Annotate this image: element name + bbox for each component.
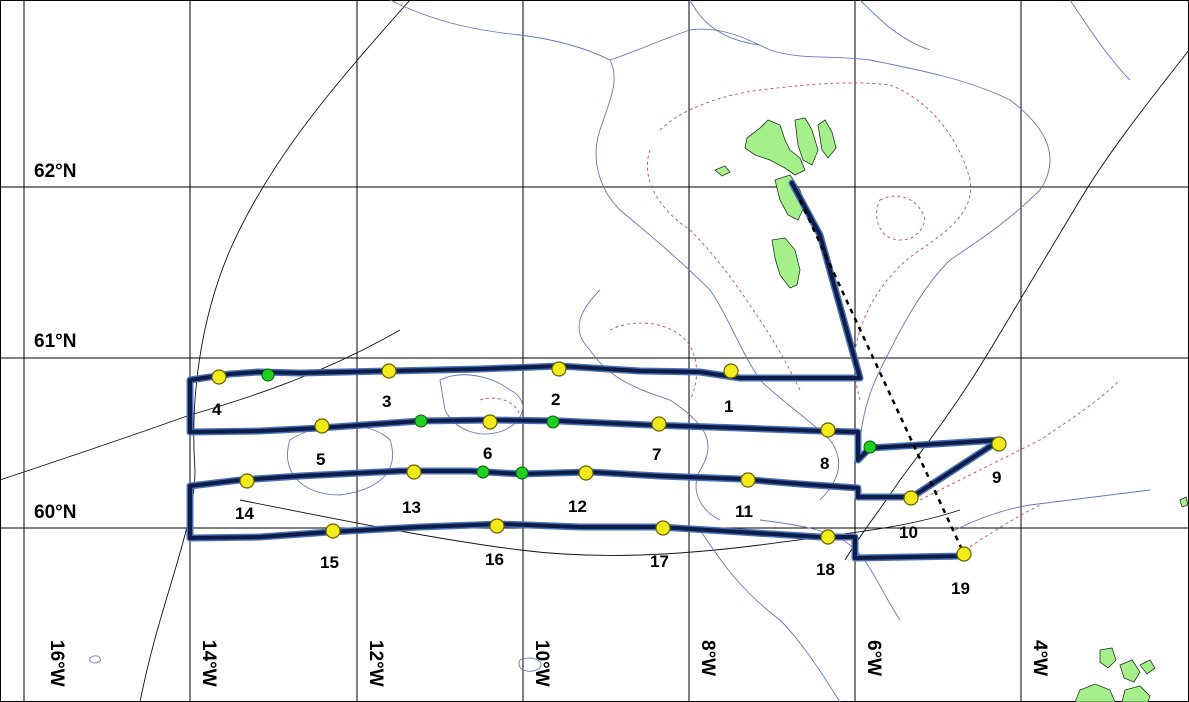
longitude-label-10w: 10°W [531,640,552,687]
longitude-label-14w: 14°W [198,640,219,687]
station-label: 12 [568,497,587,516]
station-marker [655,520,671,536]
longitude-label-8w: 8°W [697,640,718,676]
station-marker [239,473,255,489]
station-label: 11 [735,502,753,521]
station-label: 16 [485,550,504,569]
longitude-label-4w: 4°W [1029,640,1050,676]
longitude-label-12w: 12°W [365,640,386,687]
longitude-label-6w: 6°W [863,640,884,676]
station-marker [723,363,739,379]
green-marker [515,466,529,480]
dashed-isobaths [479,82,1121,561]
station-label: 9 [992,468,1001,487]
longitude-labels: 16°W 14°W 12°W 10°W 8°W 6°W 4°W [46,640,1050,687]
green-marker [476,465,490,479]
station-labels: 1 2 3 4 5 6 7 8 9 10 11 12 13 14 15 16 1… [212,390,1001,598]
green-marker [546,415,560,429]
latitude-label-61n: 61°N [34,331,76,352]
station-marker [651,416,667,432]
station-marker [551,361,567,377]
station-label: 19 [951,579,970,598]
station-marker [482,414,498,430]
station-label: 18 [816,560,835,579]
longitude-label-16w: 16°W [46,640,67,687]
station-label: 14 [235,504,254,523]
station-marker [578,465,594,481]
station-label: 7 [652,445,661,464]
station-marker [991,436,1007,452]
station-marker [820,529,836,545]
station-label: 1 [724,397,733,416]
latitude-label-60n: 60°N [34,502,76,523]
faroe-islands [714,117,837,289]
station-marker [820,422,836,438]
shetland-islands [1074,496,1189,702]
latitude-label-62n: 62°N [34,161,76,182]
station-markers [211,361,1007,562]
station-label: 15 [320,553,339,572]
station-marker [406,464,422,480]
latitude-labels: 62°N 61°N 60°N [34,161,76,523]
station-marker [211,369,227,385]
station-label: 3 [382,392,391,411]
green-marker [414,414,428,428]
extra-markers [261,368,877,480]
station-marker [956,546,972,562]
station-label: 17 [650,552,669,571]
station-label: 10 [899,523,918,542]
station-label: 5 [316,450,325,469]
green-marker [261,368,275,382]
station-label: 8 [820,454,829,473]
station-marker [903,490,919,506]
green-marker [863,440,877,454]
station-label: 4 [212,400,222,419]
station-marker [325,523,341,539]
station-marker [489,518,505,534]
station-marker [740,472,756,488]
station-marker [314,418,330,434]
station-label: 13 [402,498,421,517]
station-label: 6 [483,444,492,463]
station-marker [381,363,397,379]
station-label: 2 [551,390,560,409]
